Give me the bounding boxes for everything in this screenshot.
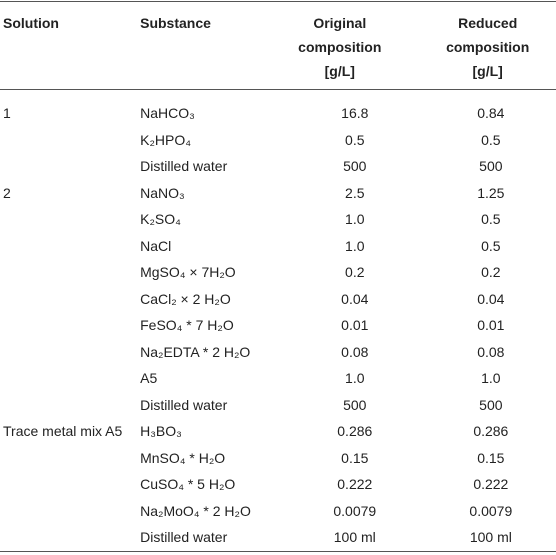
table-cell: CaCl₂ × 2 H₂O [140,290,231,307]
table-cell: 0.222 [337,476,373,492]
table-cell: Na₂EDTA * 2 H₂O [140,343,251,360]
table-cell [0,365,140,392]
table-row: Na₂MoO₄ * 2 H₂O 0.0079 0.0079 [0,498,556,525]
header-cell: Reduced composition [g/L] [406,2,556,90]
table-cell: FeSO₄ * 7 H₂O [140,317,234,333]
table-cell [0,127,140,154]
table-cell: 0.5 [481,237,501,254]
header-cell: Original composition [g/L] [274,2,406,90]
table-cell: NaCl [140,237,172,254]
table-row: K₂HPO₄ 0.5 0.5 [0,127,556,154]
table-cell: 100 ml [333,529,376,545]
header-cell: Solution [0,2,140,90]
table-cell: 0.04 [341,290,369,307]
table-cell: A5 [140,370,158,386]
table-cell [0,206,140,233]
table-row: K₂SO₄ 1.0 0.5 [0,206,556,233]
header-text: Reduced composition [g/L] [446,15,530,79]
table-cell [0,339,140,366]
header-text: Solution [3,15,59,31]
table-cell: NaNO₃ [140,184,185,201]
table-cell: Distilled water [140,396,228,413]
table-cell: 0.01 [477,317,505,333]
table-cell: MgSO₄ × 7H₂O [140,264,236,280]
table-cell: 2 [3,184,11,201]
table-cell: Distilled water [140,158,228,174]
table-header: Solution Substance Original composition … [0,1,556,90]
table-cell: Distilled water [140,529,228,545]
table-cell: 1.0 [345,370,365,386]
header-text: Original composition [g/L] [298,15,382,79]
table-row: Distilled water 100 ml 100 ml [0,524,556,551]
table-cell: 0.5 [481,211,501,227]
table-cell: 2.5 [345,184,365,201]
table-row: Trace metal mix A5 H₃BO₃ 0.286 0.286 [0,418,556,445]
table-cell [0,445,140,472]
table-cell: H₃BO₃ [140,423,182,439]
table-cell: Trace metal mix A5 [3,423,123,439]
table-cell: 0.286 [473,423,509,439]
table-cell: 1.0 [481,370,501,386]
table-cell: 0.286 [337,423,373,439]
table-cell: 1.25 [477,184,505,201]
table-cell: 500 [343,158,367,174]
table-cell: 0.15 [477,449,505,466]
table-cell: 0.15 [341,449,369,466]
table-cell: 500 [479,158,503,174]
table-row: MgSO₄ × 7H₂O 0.2 0.2 [0,259,556,286]
table-row: CuSO₄ * 5 H₂O 0.222 0.222 [0,471,556,498]
table-cell [0,471,140,498]
table-cell [0,312,140,339]
table-cell: 1.0 [345,211,365,227]
table-cell [0,259,140,286]
table-cell: 500 [479,396,503,413]
header-cell: Substance [140,2,274,90]
table-row: 1 NaHCO₃ 16.8 0.84 [0,90,556,127]
table-row: CaCl₂ × 2 H₂O 0.04 0.04 [0,286,556,313]
header-row: Solution Substance Original composition … [0,1,556,90]
table-cell: 0.01 [341,317,369,333]
table-cell: 0.2 [345,264,365,280]
table-cell: 16.8 [341,105,369,121]
table-row: NaCl 1.0 0.5 [0,233,556,260]
table-cell: 0.0079 [333,502,377,519]
table-cell: 0.04 [477,290,505,307]
table-cell [0,233,140,260]
table-row: FeSO₄ * 7 H₂O 0.01 0.01 [0,312,556,339]
table-cell: Na₂MoO₄ * 2 H₂O [140,502,251,519]
table-cell: 0.5 [481,131,501,148]
table-cell: CuSO₄ * 5 H₂O [140,476,236,492]
table-row: A5 1.0 1.0 [0,365,556,392]
table-cell: 0.08 [341,343,369,360]
table-cell: 0.0079 [469,502,513,519]
table-cell: 100 ml [469,529,512,545]
table-body: 1 NaHCO₃ 16.8 0.84 K₂HPO₄ 0.5 0.5 Distilled wat… [0,90,556,551]
table-cell [0,524,140,551]
table-cell: 0.08 [477,343,505,360]
table-row: 2 NaNO₃ 2.5 1.25 [0,180,556,207]
table-cell: 0.5 [345,131,365,148]
table-row: Distilled water 500 500 [0,392,556,419]
table-cell: K₂HPO₄ [140,131,191,148]
table-cell [0,392,140,419]
table-cell: K₂SO₄ [140,211,181,227]
table-cell: 1.0 [345,237,365,254]
table-row: Distilled water 500 500 [0,153,556,180]
table-row: MnSO₄ * H₂O 0.15 0.15 [0,445,556,472]
header-text: Substance [140,15,211,31]
table-cell [0,286,140,313]
table-cell: 1 [3,105,11,121]
table-cell: MnSO₄ * H₂O [140,449,226,466]
table-cell: 0.222 [473,476,509,492]
table-cell [0,498,140,525]
table-cell: NaHCO₃ [140,105,195,121]
table-cell: 0.84 [477,105,505,121]
table-cell: 500 [343,396,367,413]
table-cell [0,153,140,180]
table-row: Na₂EDTA * 2 H₂O 0.08 0.08 [0,339,556,366]
table-cell: 0.2 [481,264,501,280]
